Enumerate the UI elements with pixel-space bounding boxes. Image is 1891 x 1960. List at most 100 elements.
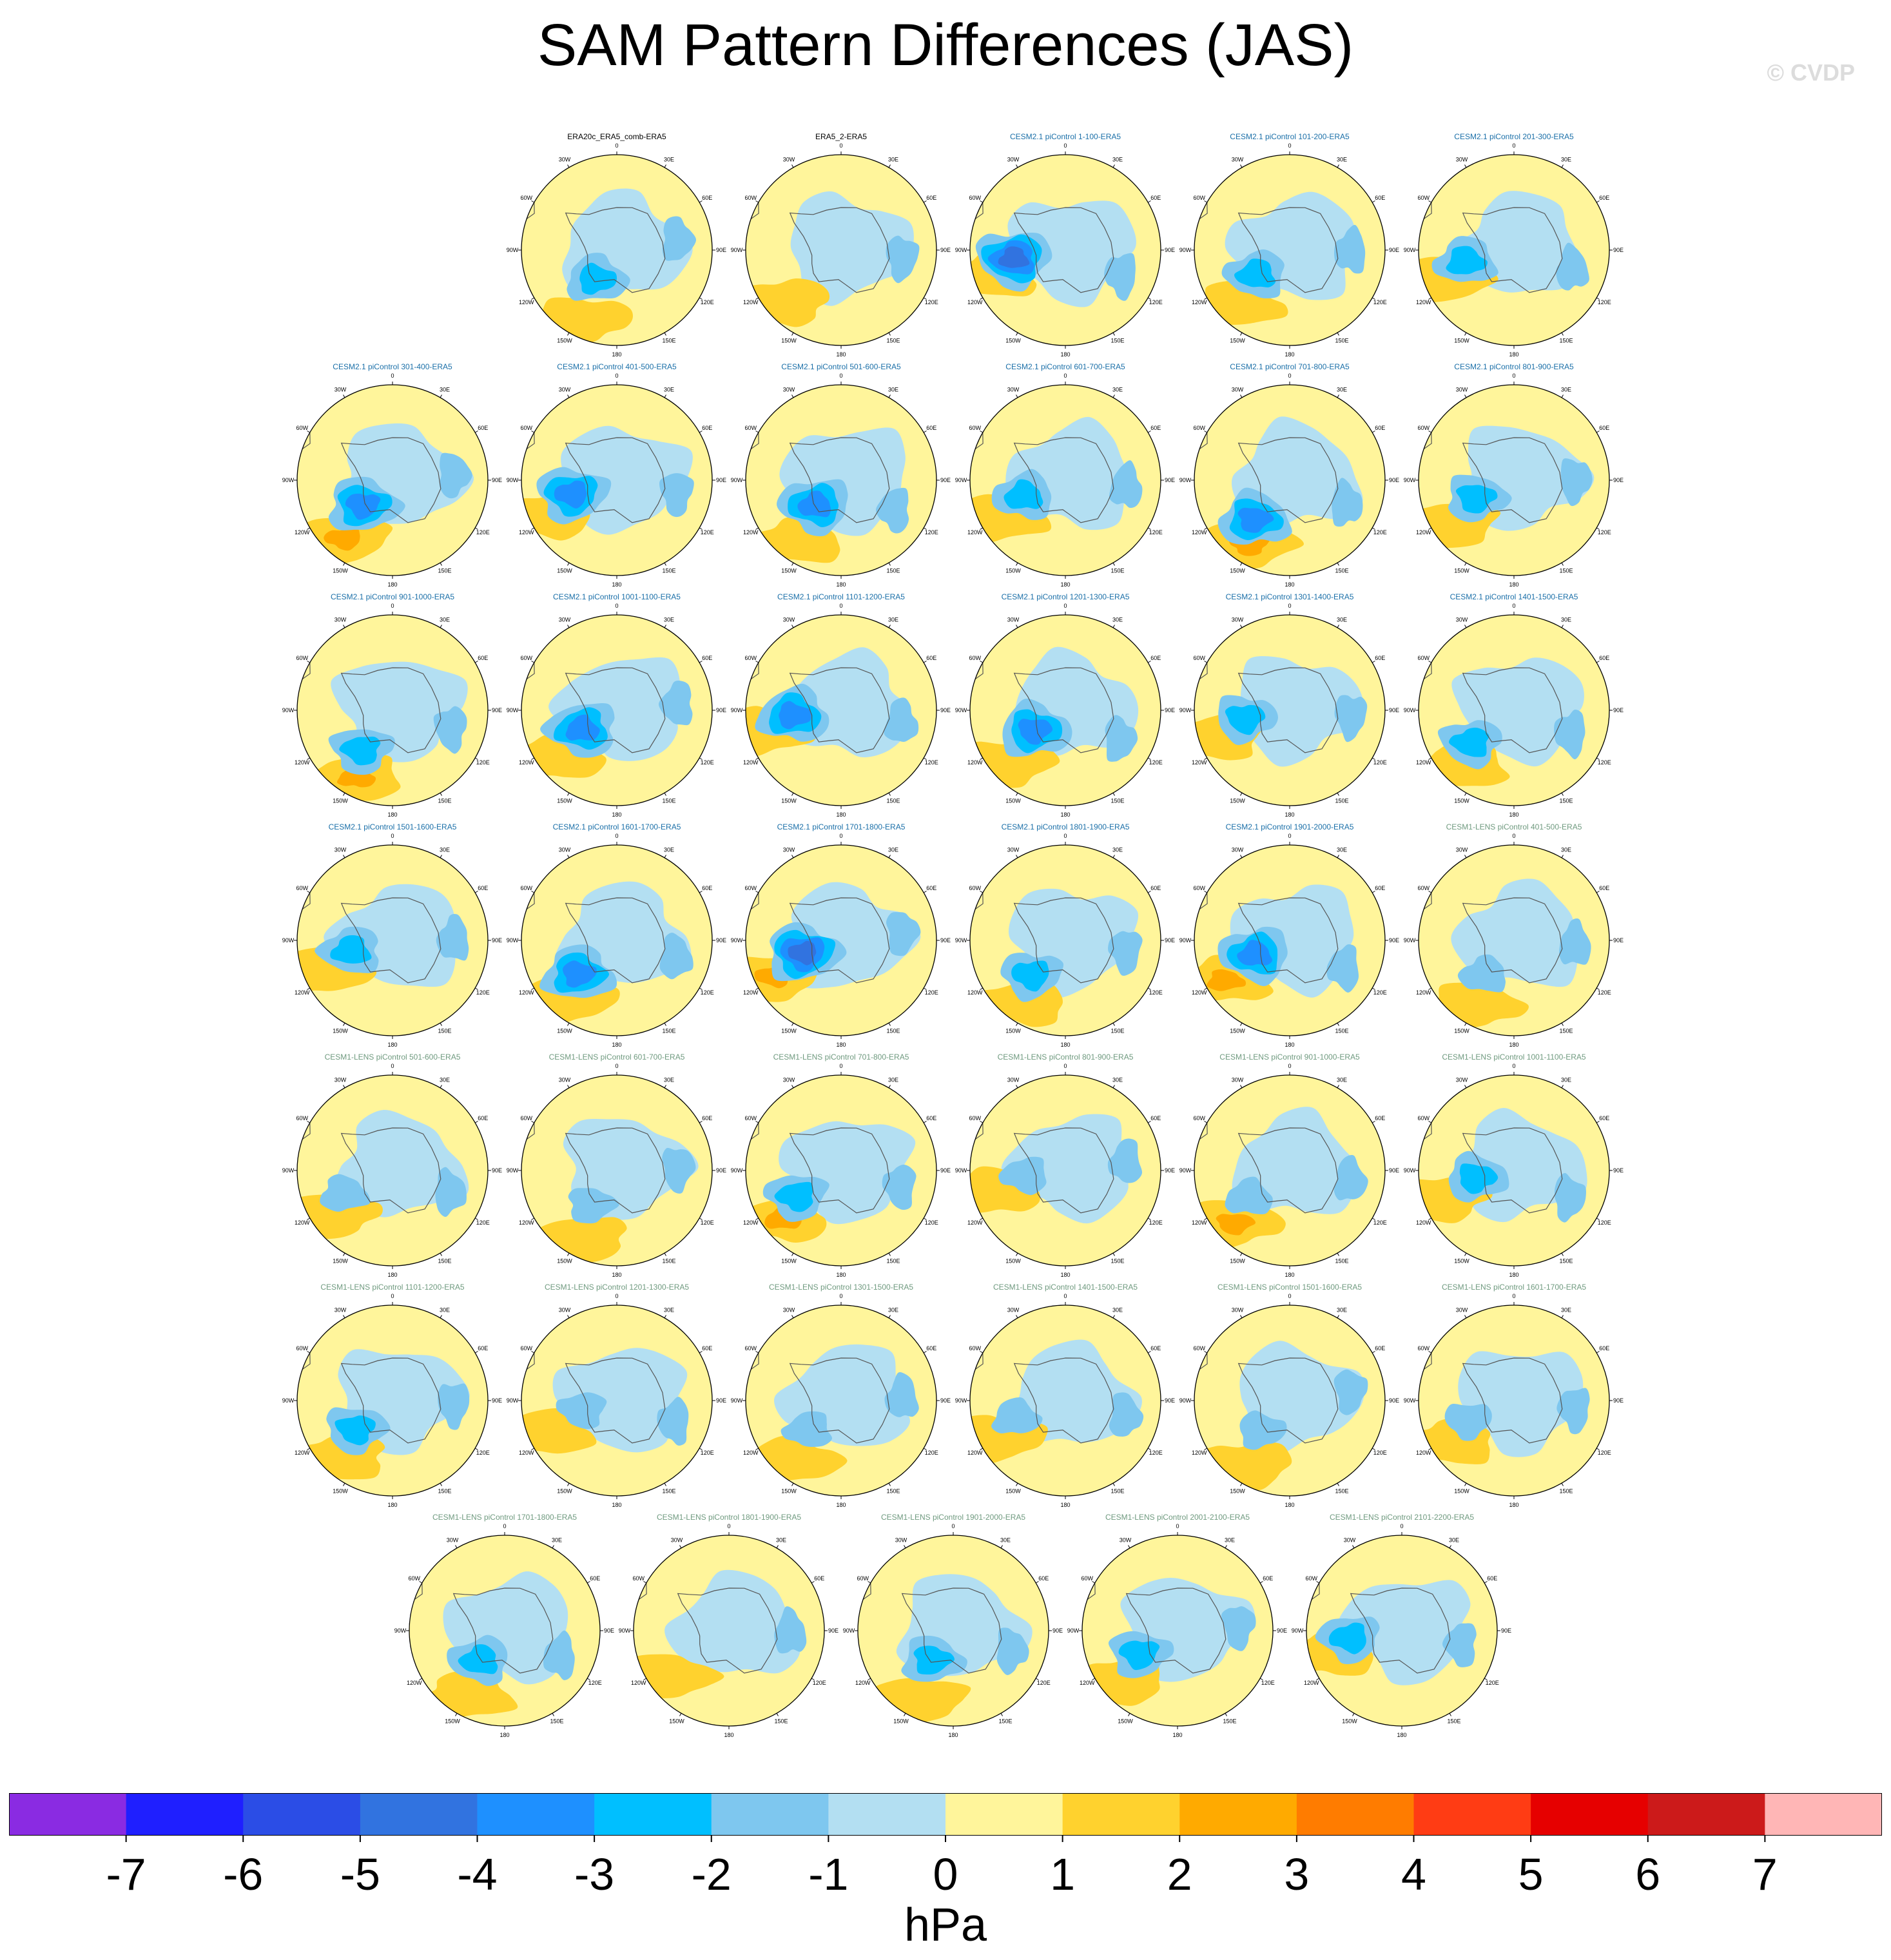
longitude-label: 60W: [969, 1115, 981, 1121]
longitude-label: 150W: [333, 1257, 348, 1264]
longitude-label: 150E: [1559, 1027, 1573, 1034]
longitude-label: 30E: [888, 617, 898, 623]
longitude-label: 90W: [731, 477, 743, 483]
longitude-tick: [1372, 987, 1375, 990]
longitude-tick: [791, 1085, 794, 1089]
longitude-label: 180: [836, 1272, 846, 1278]
longitude-label: 120W: [295, 529, 310, 536]
longitude-tick: [1112, 1315, 1115, 1319]
polar-map: 0 180 30E 60E 90E 120E 150E 30W 60W 90W 120W 150W: [1404, 142, 1624, 358]
longitude-label: 30W: [335, 1307, 347, 1314]
secondary-low: [1221, 1606, 1256, 1651]
longitude-tick: [1561, 1022, 1564, 1026]
longitude-label: 180: [1172, 1732, 1182, 1738]
longitude-label: 120E: [1037, 1680, 1051, 1686]
longitude-label: 90W: [731, 1167, 743, 1174]
panel-title: CESM1-LENS piControl 2101-2200-ERA5: [1329, 1513, 1475, 1522]
longitude-tick: [980, 297, 984, 300]
longitude-tick: [1561, 855, 1564, 859]
longitude-tick: [699, 527, 703, 530]
longitude-label: 150W: [557, 567, 572, 574]
antarctica-coastline: [340, 1357, 441, 1444]
longitude-label: 0: [1288, 833, 1291, 839]
polar-map: 0 180 30E 60E 90E 120E 150E 30W 60W 90W 120W 150W: [731, 603, 951, 818]
longitude-label: 0: [391, 1063, 394, 1069]
longitude-label: 120E: [925, 299, 938, 306]
longitude-tick: [791, 394, 794, 398]
longitude-label: 180: [387, 1502, 397, 1508]
negative-anomaly-core: [1444, 1404, 1492, 1441]
polar-map: 0 180 30E 60E 90E 120E 150E 30W 60W 90W 120W 150W: [507, 603, 726, 818]
chart-title: SAM Pattern Differences (JAS): [537, 12, 1354, 78]
colorbar-swatch: [1531, 1793, 1649, 1836]
longitude-label: 0: [727, 1523, 730, 1529]
longitude-label: 30E: [888, 387, 898, 393]
longitude-label: 60W: [632, 1575, 645, 1582]
polar-map: 0 180 30E 60E 90E 120E 150E 30W 60W 90W 120W 150W: [507, 833, 726, 1048]
negative-anomaly-core: [1459, 1163, 1498, 1194]
longitude-label: 30E: [888, 1307, 898, 1314]
longitude-label: 150E: [886, 1257, 900, 1264]
longitude-label: 30E: [1337, 1077, 1347, 1083]
longitude-label: 150E: [438, 797, 451, 804]
longitude-label: 150W: [1005, 1027, 1021, 1034]
longitude-label: 120E: [925, 759, 938, 766]
longitude-label: 150E: [1447, 1718, 1460, 1724]
longitude-label: 120E: [1149, 759, 1163, 766]
longitude-tick: [1112, 394, 1115, 398]
longitude-tick: [1561, 1315, 1564, 1319]
longitude-label: 30E: [1449, 1537, 1459, 1544]
longitude-label: 60W: [520, 1115, 532, 1121]
longitude-tick: [474, 1218, 478, 1220]
longitude-label: 30W: [335, 1077, 347, 1083]
negative-anomaly-core: [565, 714, 600, 741]
longitude-tick: [531, 297, 535, 300]
panel-title: CESM2.1 piControl 1701-1800-ERA5: [777, 822, 906, 831]
longitude-label: 90E: [1165, 477, 1175, 483]
secondary-low: [1334, 695, 1368, 742]
polar-map: 0 180 30E 60E 90E 120E 150E 30W 60W 90W 120W 150W: [731, 1293, 951, 1508]
negative-anomaly: [1337, 1580, 1471, 1685]
colorbar-swatch: [1765, 1793, 1882, 1836]
longitude-tick: [1035, 1581, 1039, 1584]
map-panel: CESM2.1 piControl 1301-1400-ERA5 0 180 30E 6…: [1179, 592, 1399, 824]
longitude-label: 30W: [559, 617, 571, 623]
longitude-tick: [1561, 1085, 1564, 1089]
secondary-low: [662, 216, 697, 261]
longitude-label: 0: [1512, 373, 1515, 379]
longitude-label: 150W: [1454, 1257, 1469, 1264]
longitude-label: 0: [1063, 833, 1067, 839]
antarctica-coastline: [1013, 1357, 1114, 1444]
longitude-tick: [755, 661, 759, 663]
longitude-tick: [440, 394, 442, 398]
longitude-label: 60W: [1193, 1115, 1205, 1121]
colorbar-tick-label: -4: [457, 1849, 497, 1896]
polar-map: 0 180 30E 60E 90E 120E 150E 30W 60W 90W 120W 150W: [282, 1063, 502, 1278]
longitude-label: 60E: [926, 885, 936, 891]
longitude-tick: [531, 891, 535, 893]
longitude-label: 120W: [519, 989, 534, 996]
longitude-label: 60W: [1417, 655, 1430, 661]
longitude-tick: [419, 1678, 423, 1680]
longitude-label: 60W: [296, 1345, 308, 1352]
longitude-label: 150E: [774, 1718, 788, 1724]
longitude-tick: [923, 757, 927, 760]
longitude-tick: [888, 792, 891, 796]
longitude-tick: [587, 1581, 590, 1584]
longitude-label: 120W: [1416, 1450, 1431, 1456]
longitude-label: 180: [1285, 1272, 1294, 1278]
longitude-tick: [980, 431, 984, 433]
antarctica-coastline: [1013, 437, 1114, 523]
negative-anomaly-core: [1234, 258, 1276, 287]
colorbar-tick-label: -3: [574, 1849, 614, 1896]
longitude-tick: [679, 1545, 682, 1549]
map-panel: CESM2.1 piControl 1901-2000-ERA5 0 180 30E 6…: [1179, 822, 1399, 1054]
longitude-label: 150W: [1454, 567, 1469, 574]
longitude-label: 90W: [1404, 477, 1416, 483]
longitude-label: 60W: [969, 425, 981, 431]
longitude-label: 60E: [1150, 425, 1161, 431]
longitude-label: 120E: [1598, 529, 1611, 536]
longitude-label: 180: [1060, 811, 1070, 818]
longitude-label: 90W: [731, 707, 743, 713]
longitude-label: 120W: [519, 759, 534, 766]
